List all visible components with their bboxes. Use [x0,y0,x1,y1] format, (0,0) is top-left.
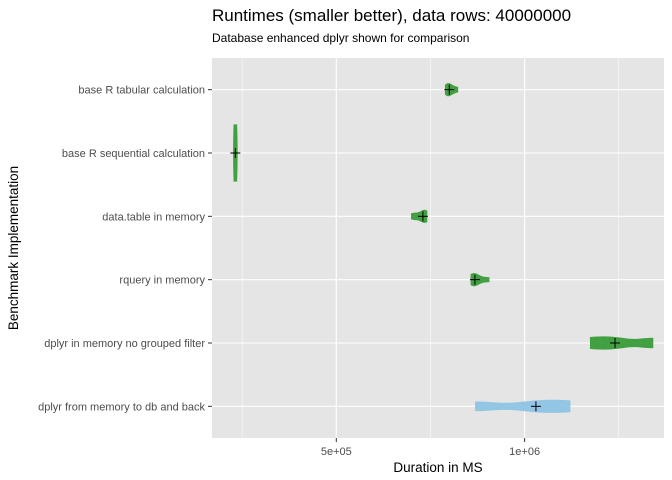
x-tick-label: 5e+05 [321,446,352,458]
y-tick-label: dplyr in memory no grouped filter [44,338,205,350]
plot-panel [212,58,664,438]
y-tick-label: rquery in memory [119,275,205,287]
violin-marks [230,83,654,413]
violin-shape [475,399,571,413]
y-tick-label: base R tabular calculation [78,85,205,97]
x-tick-labels: 5e+05 1e+06 [321,438,540,458]
violin-shape [589,336,654,350]
y-tick-labels: base R tabular calculation base R sequent… [38,85,212,413]
chart-subtitle: Database enhanced dplyr shown for compar… [212,31,469,45]
y-tick-label: data.table in memory [102,211,205,223]
x-tick-label: 1e+06 [509,446,540,458]
violin-shape [470,273,490,287]
y-tick-label: base R sequential calculation [62,148,205,160]
y-axis-title: Benchmark Implementation [6,166,21,330]
x-axis-title: Duration in MS [393,460,482,475]
chart-title: Runtimes (smaller better), data rows: 40… [212,6,571,25]
grid-lines [212,58,664,438]
y-tick-label: dplyr from memory to db and back [38,401,205,413]
